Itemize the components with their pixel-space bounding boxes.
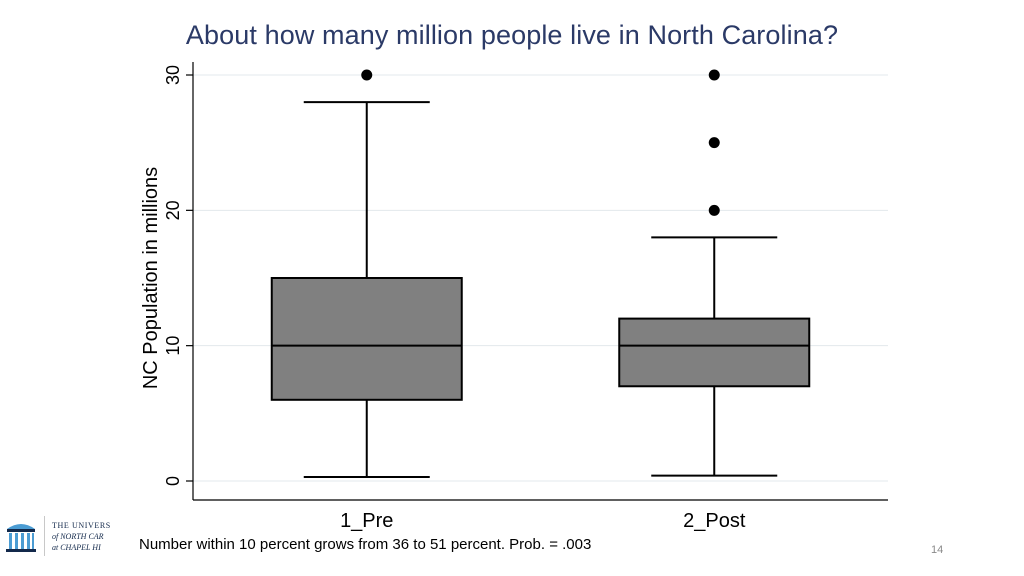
box-plots bbox=[270, 69, 811, 478]
logo-wordmark: THE UNIVERS of NORTH CAR at CHAPEL HI bbox=[52, 520, 111, 553]
x-tick-label: 2_Post bbox=[683, 510, 746, 532]
iqr-box bbox=[270, 277, 463, 401]
logo-line-3: at CHAPEL HI bbox=[52, 543, 101, 552]
y-ticks: 0 10 20 30 bbox=[163, 65, 193, 486]
y-tick-label: 10 bbox=[163, 336, 183, 356]
logo-divider bbox=[44, 516, 45, 556]
page-number: 14 bbox=[931, 544, 944, 556]
x-tick-label: 1_Pre bbox=[340, 510, 393, 532]
outlier-point bbox=[708, 204, 720, 216]
box-plot-1_Pre bbox=[270, 69, 463, 478]
y-tick-label: 30 bbox=[163, 65, 183, 85]
footnote: Number within 10 percent grows from 36 t… bbox=[139, 536, 592, 553]
iqr-box bbox=[618, 317, 811, 388]
old-well-icon bbox=[6, 524, 36, 552]
logo-line-1: THE UNIVERS bbox=[52, 521, 111, 530]
slide-title: About how many million people live in No… bbox=[185, 20, 839, 50]
y-tick-label: 20 bbox=[163, 200, 183, 220]
outlier-point bbox=[361, 69, 373, 81]
axes bbox=[192, 62, 888, 501]
outlier-point bbox=[708, 69, 720, 81]
university-logo: THE UNIVERS of NORTH CAR at CHAPEL HI bbox=[4, 516, 116, 556]
x-ticks: 1_Pre 2_Post bbox=[340, 510, 746, 532]
box-plot-2_Post bbox=[618, 69, 811, 477]
outlier-point bbox=[708, 137, 720, 149]
y-axis-label: NC Population in millions bbox=[140, 167, 162, 389]
logo-line-2: of NORTH CAR bbox=[52, 532, 104, 541]
y-tick-label: 0 bbox=[163, 476, 183, 486]
